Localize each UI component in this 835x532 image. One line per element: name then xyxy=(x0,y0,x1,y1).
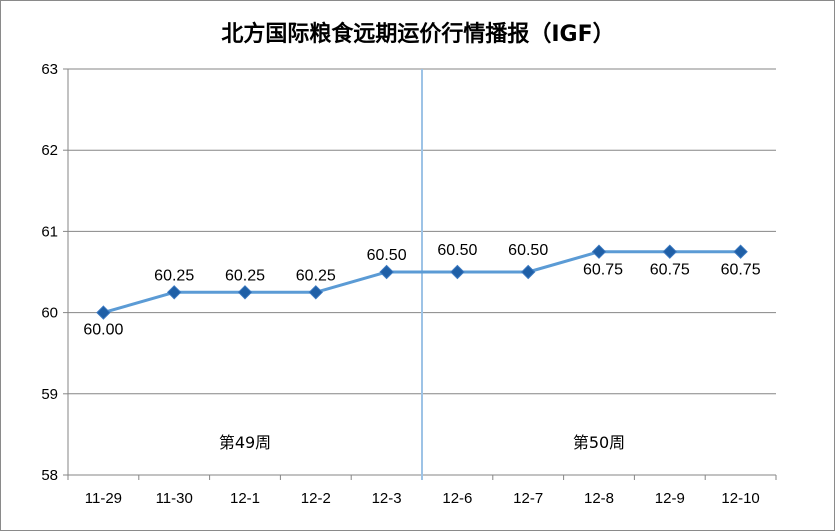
data-label: 60.50 xyxy=(367,247,407,264)
data-label: 60.25 xyxy=(225,267,265,284)
x-tick-label: 12-8 xyxy=(584,490,614,507)
week-label-49: 第49周 xyxy=(219,433,271,452)
x-tick-label: 12-10 xyxy=(721,490,759,507)
series-polyline xyxy=(102,250,741,315)
x-tick-label: 12-9 xyxy=(655,490,685,507)
data-point-marker xyxy=(166,285,182,300)
axes: 58 59 60 61 62 63 11-29 11-30 12-1 12-2 12-3 12-6 12… xyxy=(41,61,777,507)
week-labels: 第49周 第50周 xyxy=(219,433,625,452)
y-tick-label: 61 xyxy=(41,223,58,240)
data-point-marker xyxy=(308,285,324,300)
data-point-marker xyxy=(450,264,465,280)
data-point-marker xyxy=(662,244,678,259)
data-labels: 60.00 60.25 60.25 60.25 60.50 60.50 60.50 60.75… xyxy=(83,242,760,339)
series-line xyxy=(96,244,748,320)
data-point-marker xyxy=(379,264,394,280)
data-label: 60.50 xyxy=(437,242,477,259)
chart-title: 北方国际粮食远期运价行情播报（IGF） xyxy=(221,21,614,47)
data-label: 60.75 xyxy=(583,262,623,279)
y-tick-label: 60 xyxy=(41,305,58,322)
data-label: 60.25 xyxy=(154,267,194,284)
data-point-marker xyxy=(96,305,111,320)
data-point-marker xyxy=(237,285,253,300)
data-label: 60.25 xyxy=(296,267,336,284)
data-point-marker xyxy=(591,244,607,259)
y-tick-label: 59 xyxy=(41,386,58,403)
y-tick-label: 62 xyxy=(41,142,58,159)
x-tick-label: 12-2 xyxy=(301,490,331,507)
data-label: 60.50 xyxy=(508,242,548,259)
data-label: 60.00 xyxy=(83,322,123,339)
y-tick-label: 63 xyxy=(41,61,58,78)
x-tick-label: 12-6 xyxy=(442,490,472,507)
x-tick-label: 12-7 xyxy=(513,490,543,507)
y-tick-label: 58 xyxy=(41,467,58,484)
data-point-marker xyxy=(733,244,748,259)
x-tick-label: 11-30 xyxy=(156,490,193,507)
data-point-marker xyxy=(520,264,536,280)
x-tick-label: 11-29 xyxy=(85,490,122,507)
x-tick-label: 12-1 xyxy=(230,490,260,507)
data-label: 60.75 xyxy=(721,262,761,279)
data-label: 60.75 xyxy=(650,262,690,279)
x-tick-label: 12-3 xyxy=(372,490,402,507)
week-label-50: 第50周 xyxy=(573,433,625,452)
